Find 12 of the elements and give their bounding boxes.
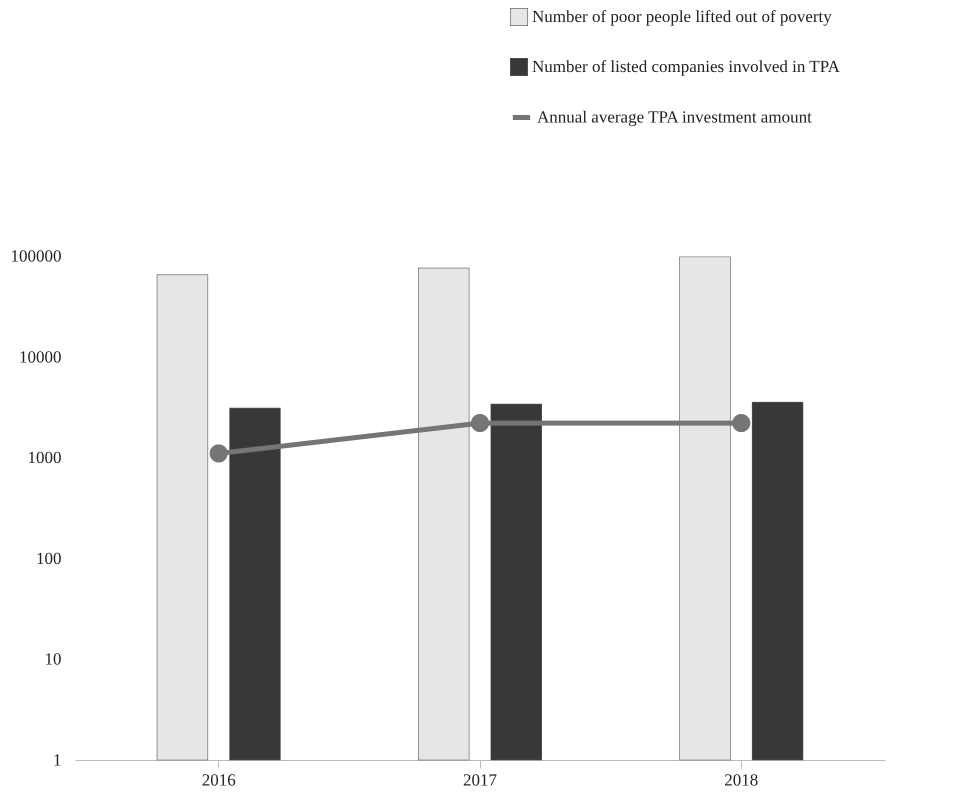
legend-label: Annual average TPA investment amount [537,108,812,126]
x-tick-label: 2018 [724,770,758,790]
y-tick-label: 1 [53,750,62,770]
legend-label: Number of listed companies involved in TPA [532,57,841,76]
y-tick-label: 1000 [28,448,62,468]
y-tick-label: 100000 [10,246,62,266]
x-tick-label: 2017 [463,770,498,790]
y-tick-label: 100 [36,548,62,568]
y-tick-label: 10000 [19,347,62,366]
legend-label: Number of poor people lifted out of poverty [532,7,832,26]
x-tick-label: 2016 [202,770,236,790]
y-tick-label: 10 [44,650,62,669]
